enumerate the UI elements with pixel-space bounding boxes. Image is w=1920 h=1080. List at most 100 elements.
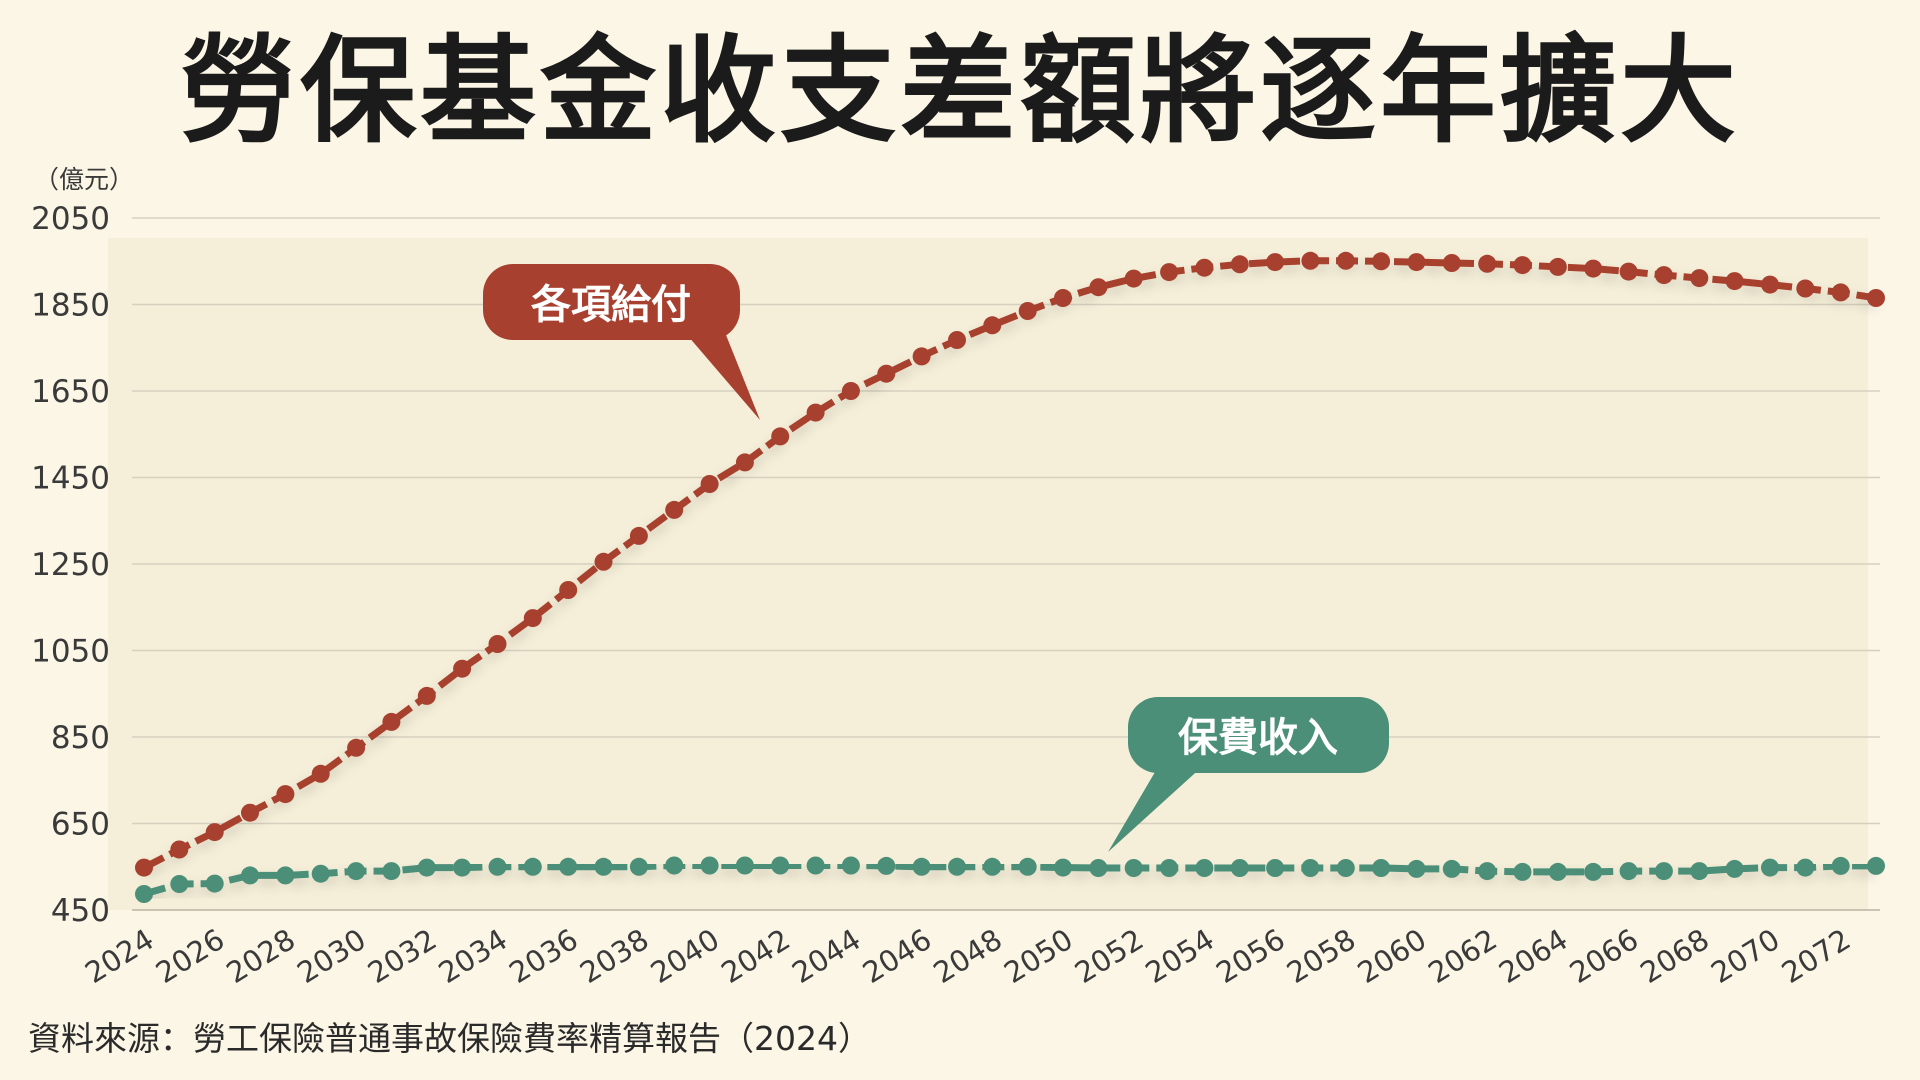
series-1-point: [1867, 856, 1885, 875]
x-tick-label: 2044: [786, 922, 867, 990]
callout-premium-label: 保費收入: [1178, 715, 1338, 761]
x-tick-label: 2048: [927, 922, 1008, 990]
series-0-point: [241, 803, 259, 822]
y-tick-label: 650: [51, 807, 110, 843]
series-0-point: [948, 331, 966, 349]
series-0-point: [735, 453, 754, 472]
plot-area: [108, 238, 1868, 910]
series-1-point: [1195, 859, 1214, 877]
series-1-point: [1725, 859, 1744, 878]
series-1-point: [488, 857, 507, 876]
series-1-point: [1160, 859, 1179, 877]
series-0-point: [1619, 262, 1638, 281]
x-tick-label: 2058: [1281, 922, 1362, 990]
series-0-point: [1548, 257, 1567, 276]
series-1-point: [559, 857, 578, 876]
series-0-point: [1584, 259, 1603, 278]
callout-premium-box: [1128, 697, 1389, 773]
series-1-point: [1372, 859, 1391, 877]
callout-benefits-box: [483, 264, 740, 340]
x-tick-label: 2052: [1069, 922, 1150, 990]
series-0-point: [1761, 275, 1779, 294]
series-1-point: [347, 862, 366, 881]
series-0-point: [594, 552, 613, 571]
x-tick-label: 2060: [1352, 922, 1433, 990]
x-tick-label: 2024: [79, 922, 160, 990]
series-1-point: [700, 856, 719, 875]
source-note: 資料來源：勞工保險普通事故保險費率精算報告（2024）: [28, 1019, 871, 1058]
y-tick-label: 1050: [31, 634, 110, 670]
series-0-point: [700, 475, 719, 493]
series-0-point: [523, 609, 542, 628]
series-0-point: [417, 686, 436, 705]
series-1-point: [453, 858, 472, 877]
series-0-point: [1195, 258, 1214, 277]
x-tick-label: 2040: [645, 922, 726, 990]
series-0-point: [877, 364, 896, 383]
x-tick-label: 2038: [574, 922, 655, 990]
series-0-point: [983, 316, 1002, 335]
series-0-point: [170, 840, 189, 859]
callout-benefits: 各項給付: [483, 264, 760, 420]
series-0-point: [841, 382, 860, 400]
x-tick-label: 2026: [150, 922, 231, 990]
series-1-point: [735, 856, 754, 875]
y-tick-label: 1250: [31, 547, 110, 583]
series-1-point: [1230, 859, 1249, 877]
series-1-point: [205, 874, 224, 893]
x-tick-label: 2028: [220, 922, 301, 990]
series-1-point: [1478, 862, 1497, 881]
series-1-point: [1089, 859, 1108, 877]
series-0-point: [276, 785, 295, 804]
series-0-point: [1124, 269, 1143, 288]
series-1-point: [1407, 859, 1426, 878]
series-1-point: [1619, 862, 1638, 881]
x-tick-label: 2066: [1564, 922, 1645, 990]
series-0-point: [1654, 266, 1673, 285]
x-tick-label: 2062: [1422, 922, 1503, 990]
series-1-point: [983, 857, 1002, 876]
series-0-point: [1160, 263, 1179, 282]
series-0-point: [1725, 272, 1744, 291]
y-tick-label: 1450: [31, 461, 110, 497]
callout-benefits-pointer: [670, 315, 760, 420]
series-0-point: [311, 764, 330, 783]
y-tick-label: 1850: [31, 288, 110, 324]
series-0-point: [1513, 256, 1532, 275]
series-1-point: [170, 875, 189, 893]
series-1-point: [1690, 862, 1709, 881]
series-0-point: [912, 347, 931, 366]
series-1-point: [1548, 862, 1567, 881]
callout-benefits-label: 各項給付: [531, 282, 691, 328]
series-0-point: [1230, 255, 1249, 274]
series-0-point: [806, 403, 825, 422]
y-tick-label: 1650: [31, 374, 110, 410]
series-1-point: [1654, 862, 1673, 881]
series-0-point: [1796, 279, 1815, 298]
series-1-point: [1584, 862, 1603, 881]
x-tick-label: 2064: [1493, 922, 1574, 990]
x-tick-label: 2056: [1210, 922, 1291, 990]
series-0-point: [1831, 283, 1850, 302]
series-0-point: [1089, 278, 1108, 297]
series-0-point: [488, 635, 507, 653]
y-tick-label: 850: [51, 720, 110, 756]
x-tick-label: 2034: [433, 922, 514, 990]
series-1-point: [594, 857, 613, 876]
x-tick-label: 2046: [857, 922, 938, 990]
x-tick-label: 2036: [503, 922, 584, 990]
series-0-point: [1336, 251, 1355, 270]
x-tick-label: 2030: [291, 922, 372, 990]
series-1-point: [1761, 858, 1779, 877]
series-1-point: [912, 857, 931, 876]
series-1-point: [771, 856, 790, 875]
series-1-point: [241, 866, 259, 885]
series-1-point: [1513, 862, 1532, 881]
series-1-point: [1266, 859, 1285, 877]
x-tick-label: 2070: [1705, 922, 1786, 990]
series-1-point: [1336, 859, 1355, 877]
x-tick-label: 2042: [715, 922, 796, 990]
x-tick-label: 2054: [1140, 922, 1221, 990]
series-0-point: [453, 659, 472, 678]
